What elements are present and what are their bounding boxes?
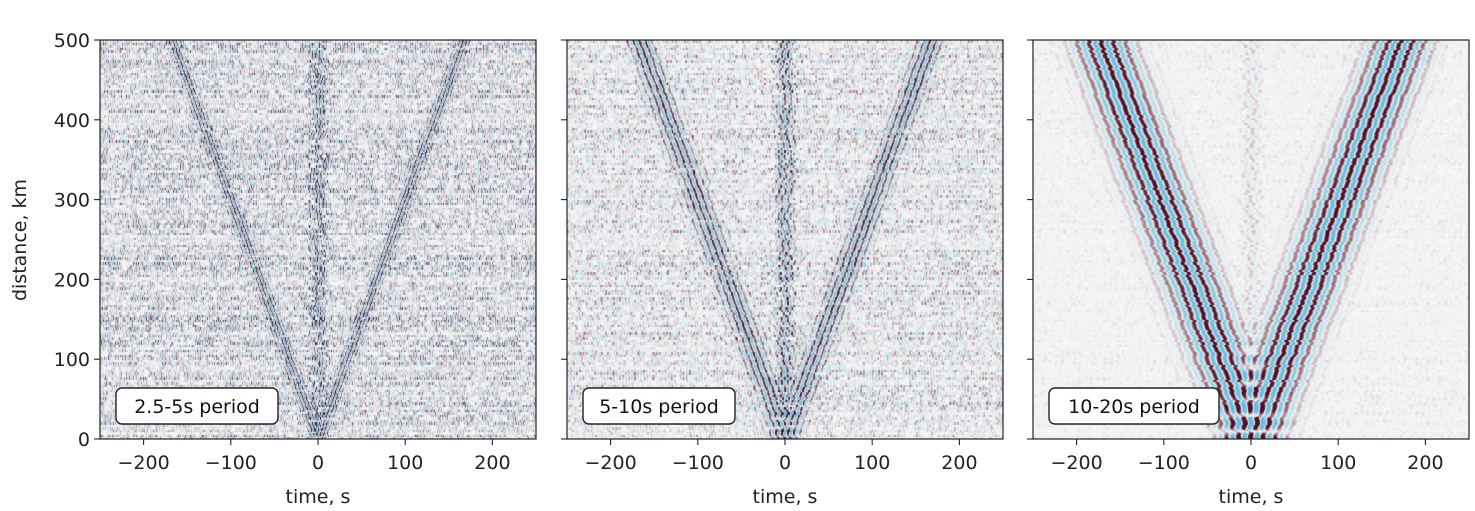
x-tick-label: 0	[779, 452, 791, 474]
panel-2: −200 −100 0 100 200 5-10s period time, s	[561, 39, 1004, 508]
panel-3-annotation-box	[1048, 387, 1220, 425]
panel-2-annotation: 5-10s period	[599, 396, 719, 418]
panel-1-x-ticks: −200 −100 0 100 200	[118, 439, 511, 474]
panel-3-x-ticks: −200 −100 0 100 200	[1051, 439, 1444, 474]
x-tick-label: −100	[672, 452, 724, 474]
panel-1-x-axis-label: time, s	[286, 486, 351, 508]
x-tick-label: −100	[1138, 452, 1190, 474]
panel-1: −200 −100 0 100 200 0 100 200 300 400 500 2.5-5s …	[54, 30, 537, 508]
x-tick-label: 0	[312, 452, 324, 474]
y-axis-label: distance, km	[9, 179, 31, 301]
panel-2-x-ticks: −200 −100 0 100 200	[585, 439, 978, 474]
x-tick-label: 200	[1407, 452, 1443, 474]
y-tick-label: 100	[54, 349, 90, 371]
panel-2-x-axis-label: time, s	[753, 486, 818, 508]
panel-1-y-ticks: 0 100 200 300 400 500	[54, 30, 100, 451]
panel-3-y-ticks	[1027, 39, 1033, 440]
panel-3-annotation: 10-20s period	[1068, 396, 1200, 418]
panel-2-annotation-box	[582, 387, 736, 425]
x-tick-label: −200	[585, 452, 637, 474]
panel-3: −200 −100 0 100 200 10-20s period time, s	[1027, 39, 1470, 508]
y-tick-label: 400	[54, 110, 90, 132]
panel-1-heatmap	[100, 40, 536, 439]
x-tick-label: 200	[941, 452, 977, 474]
x-tick-label: −100	[205, 452, 257, 474]
x-tick-label: 100	[1320, 452, 1356, 474]
panel-3-heatmap	[1033, 40, 1469, 439]
panel-2-y-ticks	[561, 39, 567, 440]
y-tick-label: 300	[54, 190, 90, 212]
x-tick-label: 0	[1245, 452, 1257, 474]
y-tick-label: 500	[54, 30, 90, 52]
panel-2-heatmap	[567, 40, 1003, 439]
x-tick-label: 200	[474, 452, 510, 474]
panel-3-x-axis-label: time, s	[1219, 486, 1284, 508]
y-tick-label: 0	[78, 429, 90, 451]
x-tick-label: −200	[118, 452, 170, 474]
x-tick-label: 100	[387, 452, 423, 474]
panel-1-annotation-box	[115, 387, 279, 425]
x-tick-label: 100	[854, 452, 890, 474]
x-tick-label: −200	[1051, 452, 1103, 474]
y-tick-label: 200	[54, 269, 90, 291]
panel-1-annotation: 2.5-5s period	[134, 396, 260, 418]
